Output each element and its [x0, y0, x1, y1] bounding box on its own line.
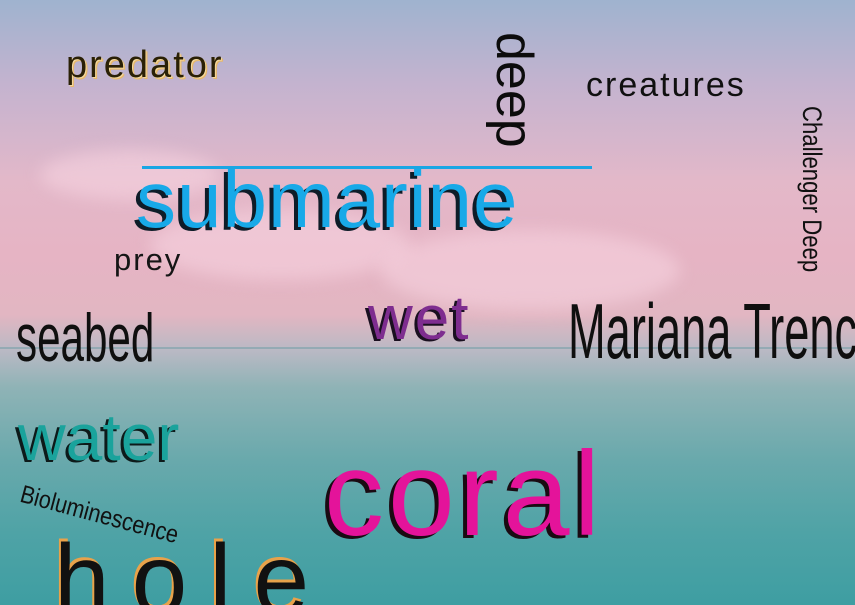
- cloud: [380, 230, 680, 310]
- word-submarine: submarine: [136, 155, 519, 244]
- word-wet: wet: [368, 284, 471, 353]
- cloud: [40, 150, 220, 200]
- word-deep: deep: [485, 32, 543, 148]
- word-coral: coral: [324, 427, 605, 561]
- word-mariana-trench: Mariana Trench: [568, 287, 855, 375]
- word-water: water: [18, 400, 180, 474]
- word-seabed: seabed: [16, 300, 155, 376]
- word-creatures: creatures: [586, 66, 746, 104]
- word-challenger-deep: Challenger Deep: [797, 106, 827, 273]
- word-prey: prey: [114, 242, 183, 277]
- cloud: [150, 210, 410, 280]
- word-predator: predator: [66, 44, 224, 86]
- submarine-underline: [142, 166, 592, 169]
- word-hole: hole: [54, 524, 332, 605]
- sea-horizon: [0, 347, 855, 349]
